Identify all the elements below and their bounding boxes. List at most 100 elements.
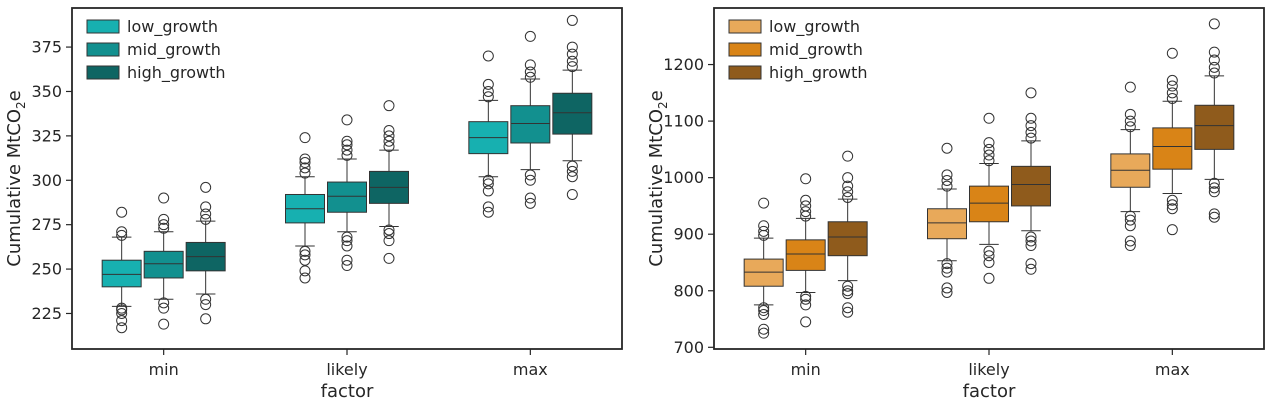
x-axis-label: factor bbox=[321, 381, 374, 402]
outlier-point bbox=[1025, 120, 1037, 132]
box-iqr bbox=[927, 208, 967, 240]
box-iqr bbox=[1194, 104, 1235, 150]
outlier-point bbox=[341, 231, 353, 243]
outlier-point bbox=[941, 142, 953, 154]
box-low_growth-likely bbox=[927, 142, 967, 298]
outlier-point bbox=[200, 213, 212, 225]
outlier-point bbox=[1025, 231, 1037, 243]
outlier-point bbox=[1208, 61, 1220, 73]
box-low_growth-min bbox=[743, 197, 784, 339]
y-axis-label-tail: e bbox=[4, 90, 25, 101]
outlier-point bbox=[482, 201, 494, 213]
outlier-point bbox=[482, 185, 494, 197]
box-high_growth-likely bbox=[369, 100, 409, 264]
series-mid_growth bbox=[785, 47, 1193, 328]
box-iqr bbox=[101, 259, 142, 288]
outlier-point bbox=[1166, 224, 1178, 236]
box-high_growth-min bbox=[827, 150, 868, 318]
outlier-point bbox=[758, 323, 770, 335]
box-iqr bbox=[827, 221, 868, 257]
outlier-point bbox=[341, 114, 353, 126]
outlier-point bbox=[983, 245, 995, 257]
x-tick-label: likely bbox=[326, 360, 367, 379]
outlier-point bbox=[566, 48, 578, 60]
box-mid_growth-max bbox=[510, 30, 551, 209]
outlier-point bbox=[200, 201, 212, 213]
outlier-point bbox=[299, 157, 311, 169]
outlier-point bbox=[800, 200, 812, 212]
legend-swatch-mid_growth bbox=[86, 42, 120, 57]
x-axis-label: factor bbox=[963, 381, 1016, 402]
outlier-point bbox=[383, 100, 395, 112]
outlier-point bbox=[1025, 126, 1037, 138]
series-low_growth bbox=[743, 81, 1151, 339]
outlier-point bbox=[758, 302, 770, 314]
outlier-point bbox=[983, 256, 995, 268]
box-mid_growth-likely bbox=[969, 112, 1009, 284]
outlier-point bbox=[1025, 240, 1037, 252]
outlier-point bbox=[758, 225, 770, 237]
outlier-point bbox=[341, 139, 353, 151]
outlier-point bbox=[800, 316, 812, 328]
outlier-point bbox=[383, 135, 395, 147]
legend-label-high_growth: high_growth bbox=[769, 63, 868, 83]
y-tick-label: 350 bbox=[31, 82, 62, 101]
outlier-point bbox=[341, 254, 353, 266]
outlier-point bbox=[383, 224, 395, 236]
outlier-point bbox=[524, 174, 536, 186]
y-tick-label: 1200 bbox=[663, 55, 704, 74]
outlier-point bbox=[941, 258, 953, 270]
outlier-point bbox=[842, 302, 854, 314]
outlier-point bbox=[482, 85, 494, 97]
outlier-point bbox=[158, 213, 170, 225]
box-high_growth-likely bbox=[1011, 87, 1051, 275]
y-axis-label-sub: 2 bbox=[14, 101, 28, 109]
box-iqr bbox=[510, 105, 551, 144]
outlier-point bbox=[1124, 240, 1136, 252]
outlier-point bbox=[1124, 81, 1136, 93]
outlier-point bbox=[482, 206, 494, 218]
outlier-point bbox=[566, 160, 578, 172]
outlier-point bbox=[1208, 208, 1220, 220]
outlier-point bbox=[299, 162, 311, 174]
outlier-point bbox=[299, 254, 311, 266]
outlier-point bbox=[566, 188, 578, 200]
outlier-point bbox=[200, 181, 212, 193]
legend-label-low_growth: low_growth bbox=[127, 17, 218, 37]
y-axis-label-main: Cumulative MtCO bbox=[4, 109, 25, 267]
legend: low_growth mid_growth high_growth bbox=[86, 17, 226, 83]
y-tick-label: 275 bbox=[31, 215, 62, 234]
box-mid_growth-min bbox=[785, 173, 826, 328]
outlier-point bbox=[800, 293, 812, 305]
legend-swatch-mid_growth bbox=[728, 42, 762, 57]
series-high_growth bbox=[827, 18, 1235, 318]
box-mid_growth-min bbox=[143, 192, 184, 330]
legend-swatch-high_growth bbox=[86, 65, 120, 80]
outlier-point bbox=[1025, 87, 1037, 99]
outlier-point bbox=[1208, 177, 1220, 189]
outlier-point bbox=[1208, 18, 1220, 30]
outlier-point bbox=[116, 226, 128, 238]
outlier-point bbox=[1166, 199, 1178, 211]
chart-panel-1: 225 250 275 300 325 350 375 min likely max factor C… bbox=[4, 7, 623, 402]
outlier-point bbox=[758, 305, 770, 317]
box-mid_growth-max bbox=[1152, 47, 1193, 236]
legend-swatch-high_growth bbox=[728, 65, 762, 80]
box-iqr bbox=[327, 181, 367, 213]
outlier-point bbox=[800, 194, 812, 206]
outlier-point bbox=[116, 315, 128, 327]
outlier-point bbox=[566, 55, 578, 67]
outlier-point bbox=[524, 59, 536, 71]
outlier-point bbox=[200, 313, 212, 325]
outlier-point bbox=[116, 206, 128, 218]
outlier-point bbox=[941, 262, 953, 274]
outlier-point bbox=[758, 220, 770, 232]
outlier-point bbox=[842, 180, 854, 192]
outlier-point bbox=[566, 41, 578, 53]
outlier-point bbox=[1166, 194, 1178, 206]
box-low_growth-max bbox=[1110, 81, 1151, 252]
outlier-point bbox=[1025, 235, 1037, 247]
y-tick-label: 225 bbox=[31, 304, 62, 323]
outlier-point bbox=[1166, 80, 1178, 92]
